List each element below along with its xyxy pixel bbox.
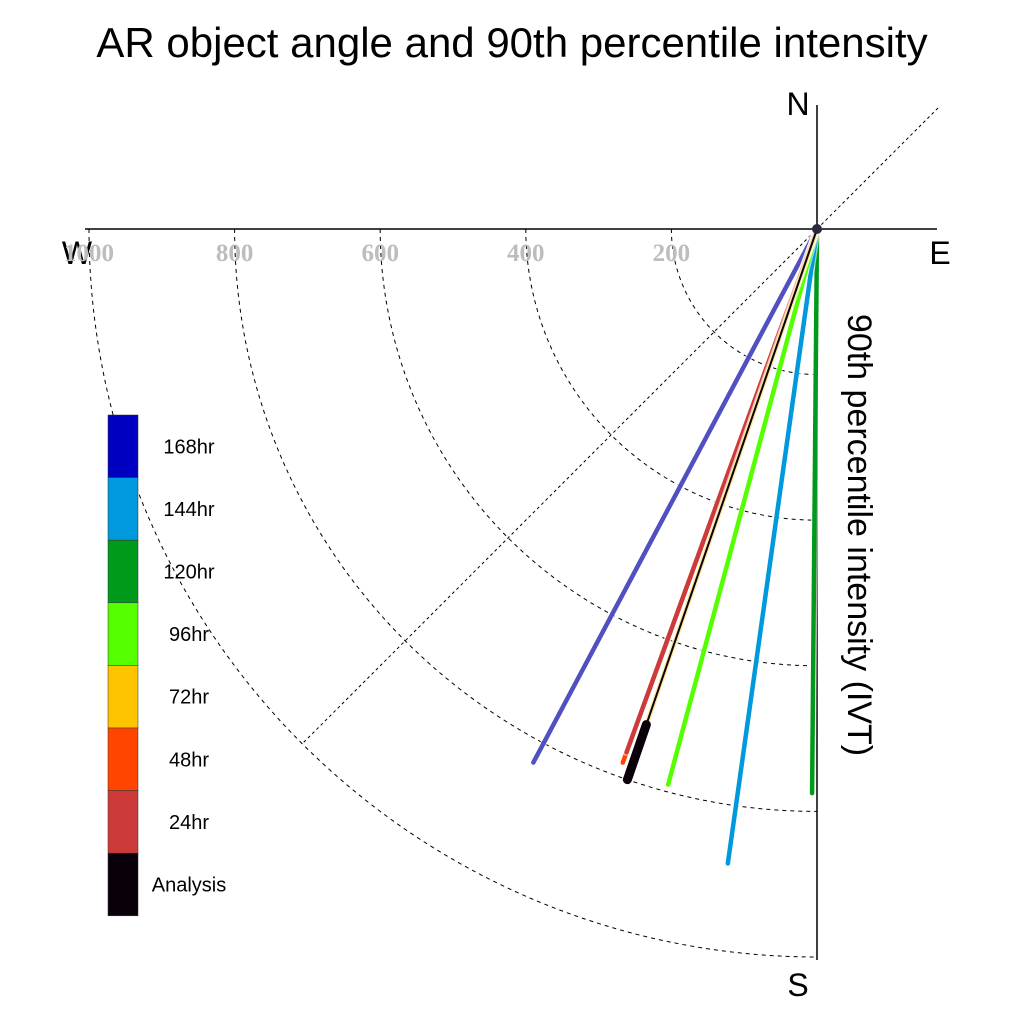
grid-arc-1 <box>525 228 818 521</box>
legend-swatch-48hr <box>107 727 139 791</box>
series-tip-analysis <box>622 720 651 785</box>
series-line-144hr <box>725 226 820 866</box>
legend-label-96hr: 96hr <box>169 624 209 646</box>
legend-swatch-24hr <box>107 790 139 854</box>
legend-label-144hr: 144hr <box>163 499 214 521</box>
grid-arc-4 <box>88 228 818 958</box>
legend-label-168hr: 168hr <box>163 436 214 458</box>
series-line-168hr <box>531 226 820 765</box>
series-lines <box>529 225 821 867</box>
legend: 168hr 144hr 120hr 96hr 72hr 48hr 24hr Analysis <box>107 414 226 917</box>
south-label: S <box>787 967 808 1003</box>
legend-swatch-analysis <box>107 852 139 917</box>
legend-swatch-72hr <box>107 665 139 729</box>
grid-arc-0 <box>670 228 818 376</box>
origin-marker <box>812 224 822 234</box>
tick-label-4: 1000 <box>64 240 114 267</box>
radial-axis-label: 90th percentile intensity (IVT) <box>840 314 878 756</box>
radial-tick-labels: 200 400 600 800 1000 <box>64 240 690 267</box>
legend-label-analysis: Analysis <box>152 875 226 897</box>
grid <box>88 107 939 958</box>
series-line-analysis <box>626 228 818 781</box>
legend-label-48hr: 48hr <box>169 749 209 771</box>
north-label: N <box>786 86 809 122</box>
west-label: W <box>62 235 93 271</box>
tick-label-1: 400 <box>507 240 545 267</box>
legend-label-120hr: 120hr <box>163 562 214 584</box>
chart-title: AR object angle and 90th percentile inte… <box>96 19 927 66</box>
legend-swatch-120hr <box>107 539 139 604</box>
series-line-96hr <box>665 226 820 787</box>
legend-label-24hr: 24hr <box>169 812 209 834</box>
legend-label-72hr: 72hr <box>169 687 209 709</box>
tick-label-2: 600 <box>361 240 399 267</box>
legend-swatch-144hr <box>107 477 139 541</box>
legend-swatch-96hr <box>107 602 139 666</box>
grid-arc-3 <box>234 228 818 812</box>
series-line-120hr <box>809 226 820 796</box>
east-label: E <box>929 235 950 271</box>
tick-label-0: 200 <box>653 240 691 267</box>
legend-swatch-168hr <box>107 414 139 478</box>
tick-label-3: 800 <box>216 240 254 267</box>
